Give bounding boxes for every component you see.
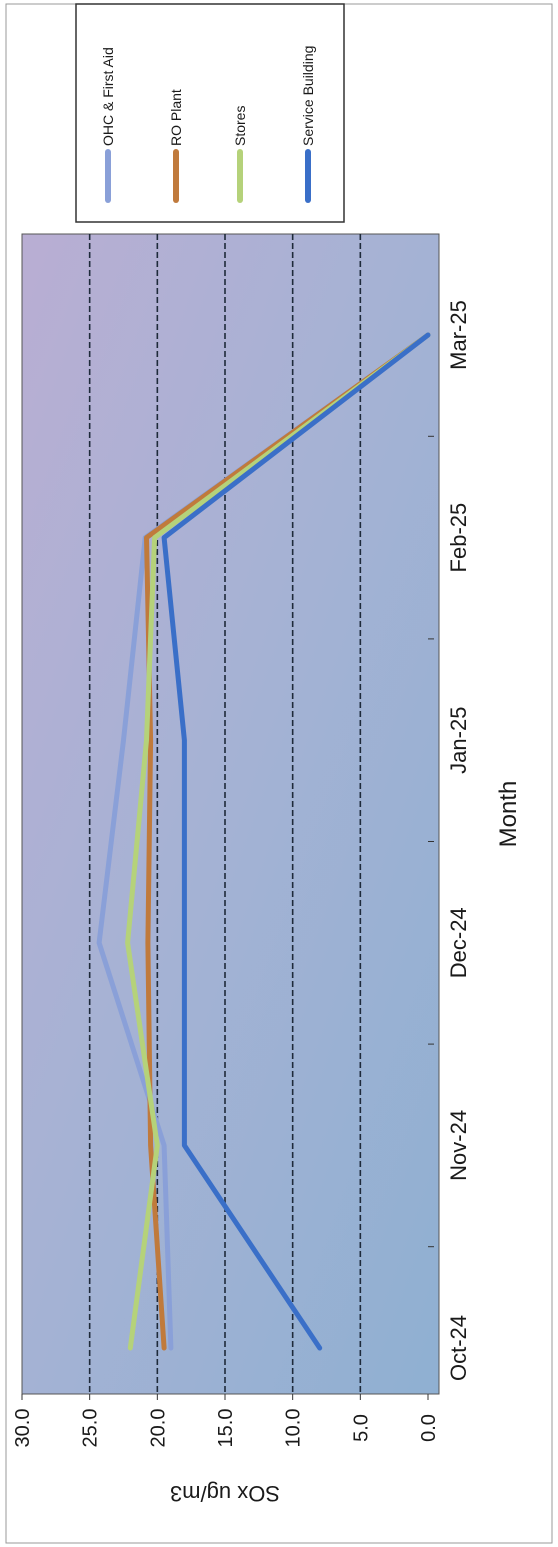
x-tick-label: Dec-24 — [446, 907, 471, 978]
legend-label: Stores — [232, 106, 248, 146]
y-axis-title: SOx ug/m3 — [170, 1481, 280, 1506]
y-tick-label: 30.0 — [12, 1409, 34, 1448]
x-axis-title: Month — [495, 781, 522, 848]
legend-label: OHC & First Aid — [100, 47, 116, 146]
legend-label: Service Building — [300, 46, 316, 146]
y-tick-label: 20.0 — [147, 1409, 169, 1448]
y-tick-label: 25.0 — [80, 1409, 102, 1448]
y-tick-label: 10.0 — [283, 1409, 305, 1448]
legend-label: RO Plant — [168, 89, 184, 146]
legend-box — [75, 3, 345, 223]
x-tick-label: Feb-25 — [446, 503, 471, 573]
series-line — [125, 332, 431, 1351]
x-tick-label: Jan-25 — [446, 707, 471, 774]
y-tick-label: 5.0 — [350, 1414, 372, 1442]
x-tick-label: Oct-24 — [446, 1315, 471, 1381]
x-tick-label: Nov-24 — [446, 1110, 471, 1181]
y-tick-label: 15.0 — [215, 1409, 237, 1448]
y-tick-label: 0.0 — [418, 1414, 440, 1442]
series-line — [161, 332, 431, 1351]
plot-area — [21, 233, 440, 1395]
x-tick-label: Mar-25 — [446, 300, 471, 370]
